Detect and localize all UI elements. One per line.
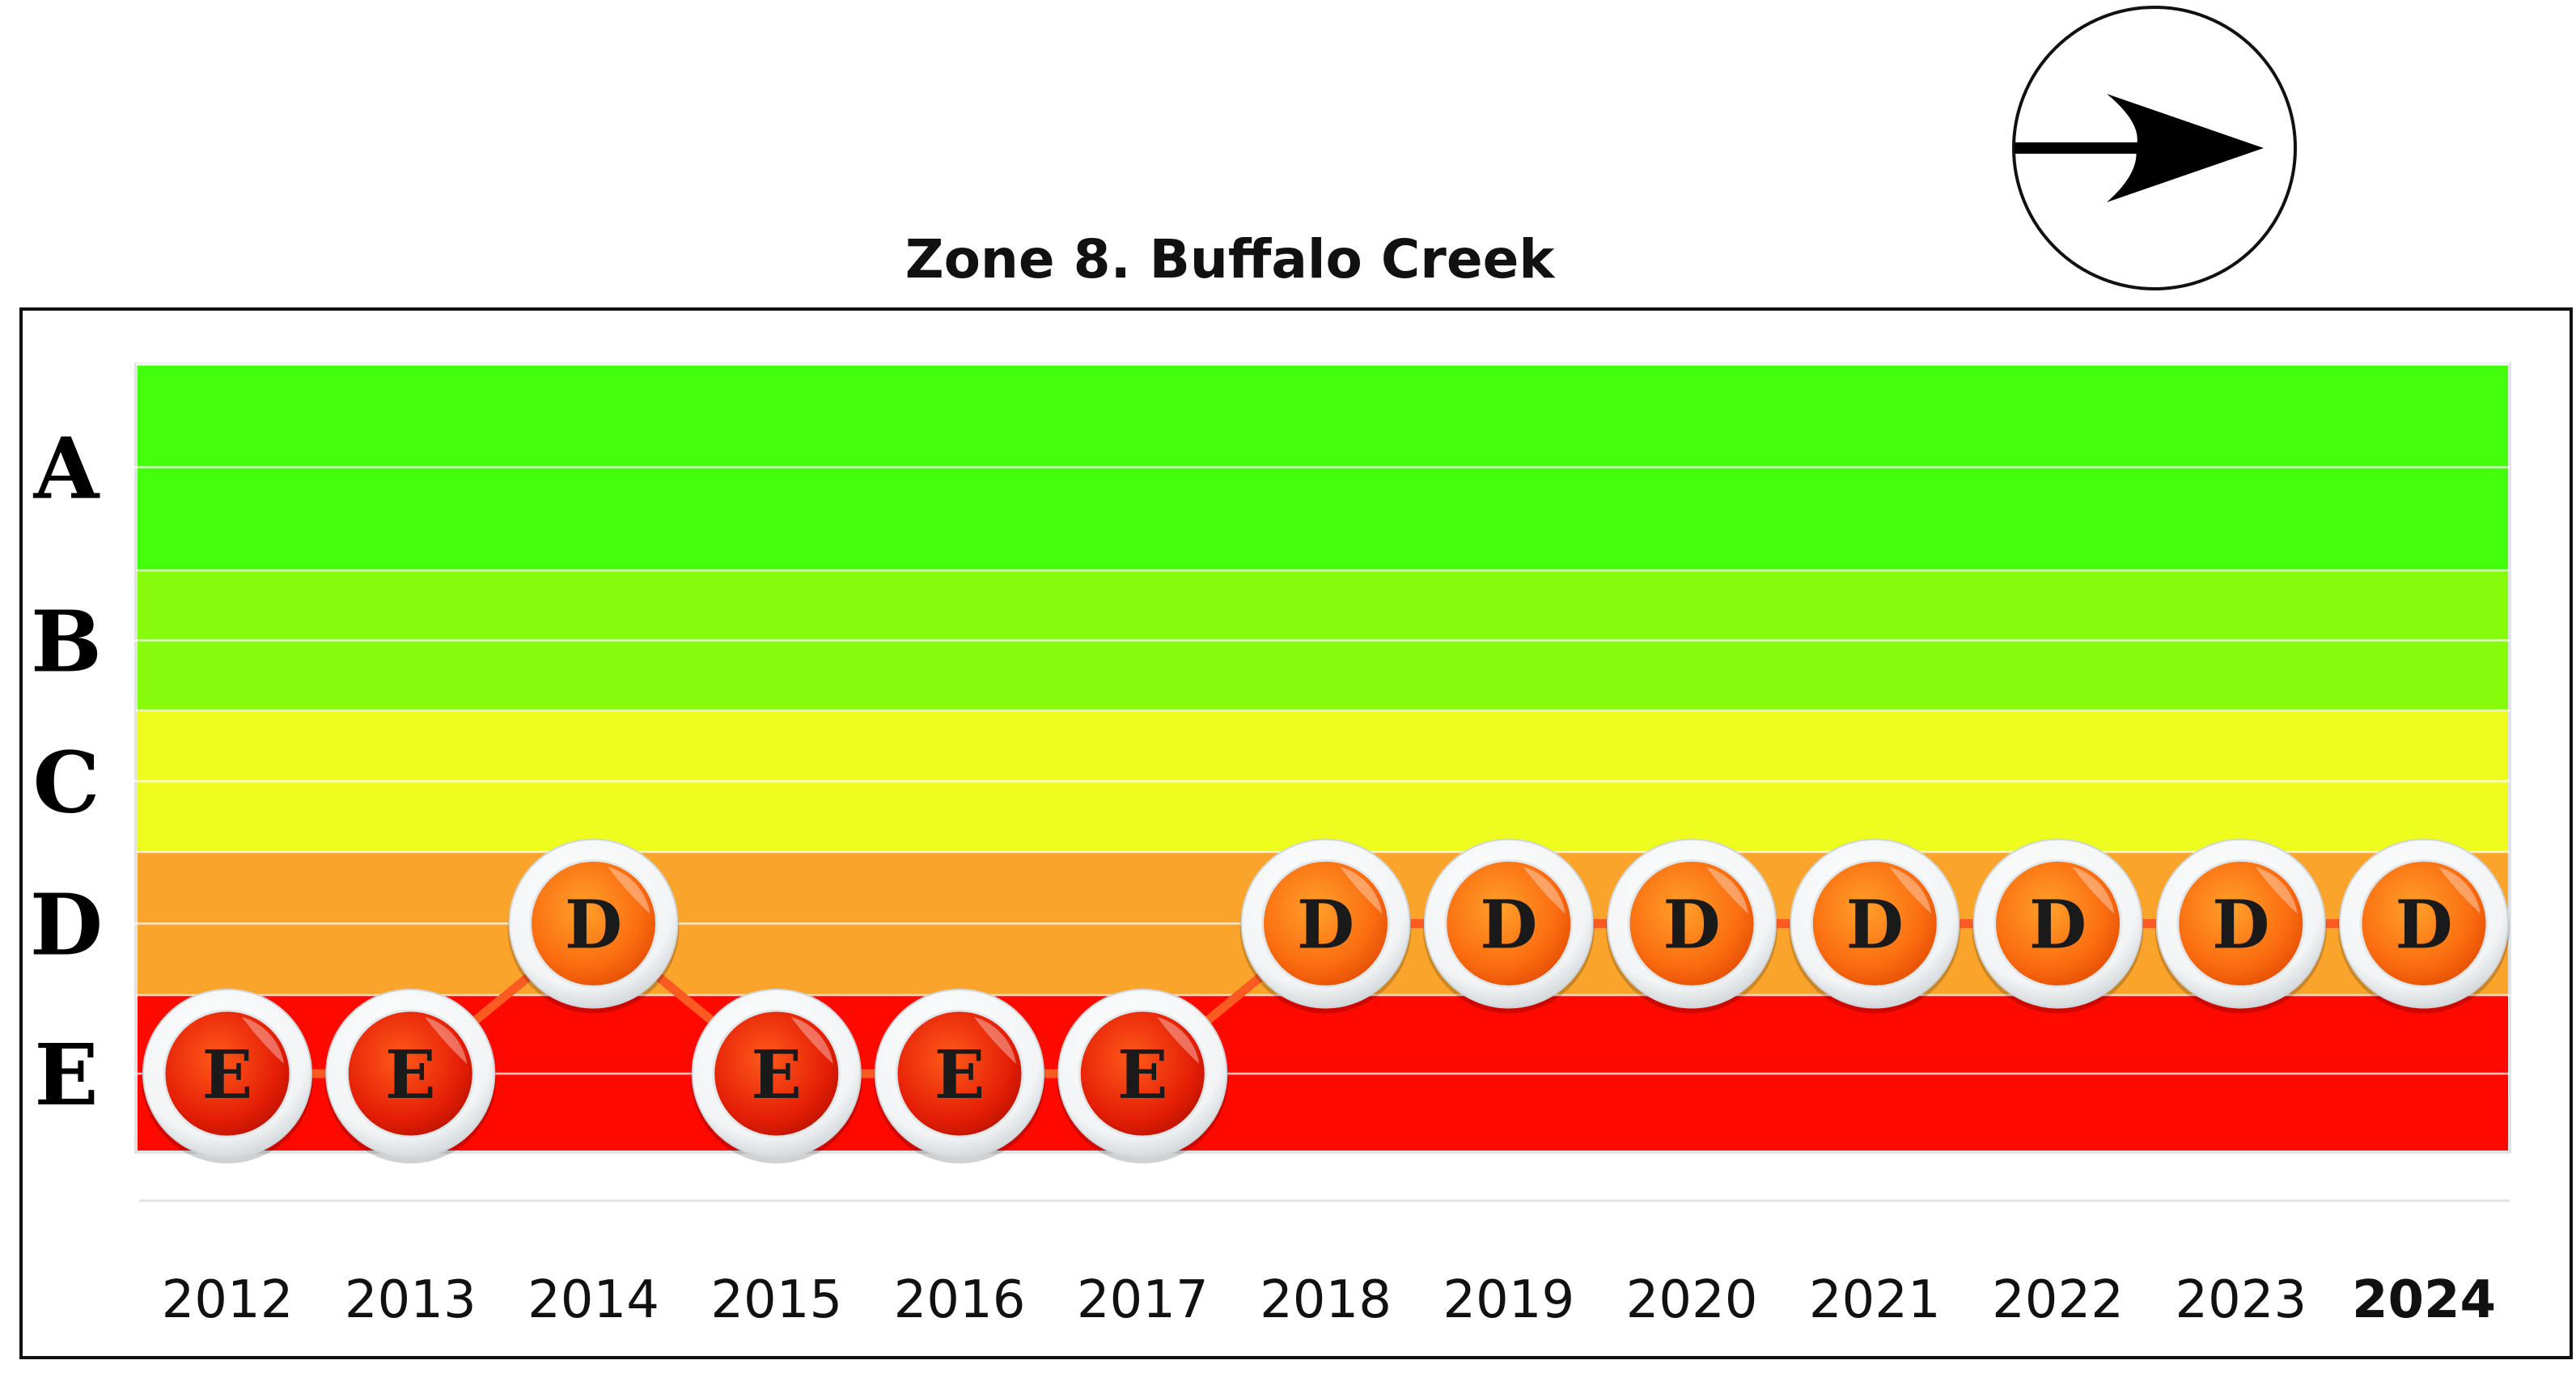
x-tick-label-2019: 2019 (1443, 1270, 1574, 1330)
x-tick-label-2018: 2018 (1260, 1270, 1392, 1330)
marker-gloss (242, 1017, 284, 1064)
grade-label-c: C (33, 733, 100, 833)
right-arrow-icon (2012, 6, 2297, 290)
data-label-2012: E (202, 1036, 253, 1114)
marker-gloss (1523, 867, 1566, 914)
data-label-2020: D (1663, 887, 1720, 964)
marker-gloss (1157, 1017, 1200, 1064)
data-point-2018[interactable]: D (1239, 838, 1412, 1014)
marker-gloss (1706, 867, 1748, 914)
x-tick-label-2017: 2017 (1077, 1270, 1209, 1330)
marker-disc (2359, 859, 2489, 988)
marker-gloss (2072, 867, 2115, 914)
data-point-2014[interactable]: D (507, 838, 680, 1014)
data-point-2021[interactable]: D (1789, 838, 1961, 1014)
marker-disc (1444, 859, 1574, 988)
x-tick-label-2020: 2020 (1626, 1270, 1758, 1330)
marker-gloss (2438, 867, 2481, 914)
marker-gloss (1340, 867, 1383, 914)
x-tick-label-2012: 2012 (162, 1270, 294, 1330)
data-point-2012[interactable]: E (142, 989, 313, 1163)
data-point-2024[interactable]: D (2338, 838, 2510, 1014)
marker-gloss (1889, 867, 1932, 914)
grade-label-a: A (33, 419, 100, 519)
grade-label-e: E (34, 1025, 98, 1125)
marker-disc (712, 1009, 841, 1138)
data-label-2017: E (1117, 1036, 1168, 1114)
x-tick-label-2022: 2022 (1992, 1270, 2124, 1330)
marker-disc (1078, 1009, 1207, 1138)
data-label-2016: E (934, 1036, 985, 1114)
marker-disc (1993, 859, 2122, 988)
data-point-2022[interactable]: D (1972, 838, 2144, 1014)
chart-frame (19, 307, 2573, 1359)
marker-disc (1627, 859, 1756, 988)
data-point-2019[interactable]: D (1422, 838, 1595, 1014)
x-tick-label-2014: 2014 (527, 1270, 659, 1330)
data-point-2020[interactable]: D (1606, 838, 1777, 1014)
marker-gloss (2255, 867, 2298, 914)
chart-title: Zone 8. Buffalo Creek (905, 228, 1555, 290)
marker-gloss (608, 867, 650, 914)
grade-label-b: B (31, 592, 102, 692)
data-point-2015[interactable]: E (690, 989, 862, 1163)
data-label-2021: D (1846, 887, 1904, 964)
grade-label-d: D (30, 875, 103, 975)
marker-disc (1810, 859, 1939, 988)
marker-disc (345, 1009, 475, 1138)
data-point-2016[interactable]: E (874, 989, 1045, 1163)
marker-gloss (974, 1017, 1016, 1064)
marker-gloss (425, 1017, 468, 1064)
data-label-2022: D (2029, 887, 2087, 964)
marker-disc (2176, 859, 2306, 988)
x-tick-label-2023: 2023 (2175, 1270, 2307, 1330)
x-tick-label-2016: 2016 (894, 1270, 1026, 1330)
data-point-2023[interactable]: D (2154, 838, 2327, 1014)
x-tick-label-2021: 2021 (1809, 1270, 1941, 1330)
data-label-2013: E (385, 1036, 436, 1114)
x-tick-label-2013: 2013 (345, 1270, 477, 1330)
marker-disc (1261, 859, 1390, 988)
marker-disc (163, 1009, 292, 1138)
data-label-2023: D (2212, 887, 2269, 964)
data-label-2015: E (751, 1036, 802, 1114)
data-point-2013[interactable]: E (324, 989, 497, 1163)
data-point-2017[interactable]: E (1057, 989, 1229, 1163)
data-label-2024: D (2395, 887, 2452, 964)
marker-disc (895, 1009, 1024, 1138)
data-label-2014: D (565, 887, 622, 964)
data-label-2019: D (1480, 887, 1537, 964)
x-tick-label-2015: 2015 (710, 1270, 842, 1330)
marker-gloss (790, 1017, 833, 1064)
marker-disc (529, 859, 658, 988)
data-label-2018: D (1297, 887, 1354, 964)
x-tick-label-2024: 2024 (2352, 1270, 2496, 1330)
